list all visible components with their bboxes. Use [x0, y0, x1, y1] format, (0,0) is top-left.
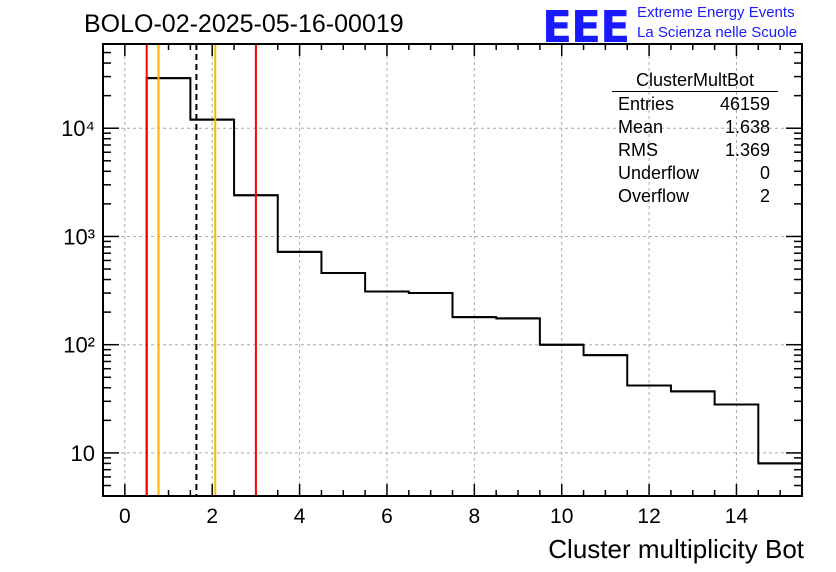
- stats-value: 2: [759, 186, 770, 206]
- stats-row-rms: RMS 1.369: [612, 139, 778, 162]
- stats-label: Mean: [618, 117, 664, 137]
- x-tick-label: 14: [725, 505, 749, 528]
- x-tick-label: 6: [381, 505, 393, 528]
- y-tick-label: 10⁴: [61, 116, 95, 141]
- eee-logo: EEE: [542, 2, 630, 53]
- run-title: BOLO-02-2025-05-16-00019: [84, 10, 404, 38]
- plot-frame: [102, 43, 803, 497]
- stats-label: Overflow: [618, 186, 690, 206]
- y-tick-label: 10: [71, 441, 95, 466]
- stats-box: ClusterMultBot Entries 46159 Mean 1.638 …: [612, 70, 778, 208]
- stats-label: RMS: [618, 140, 658, 160]
- stats-label: Entries: [618, 94, 675, 114]
- stats-row-underflow: Underflow 0: [612, 162, 778, 185]
- stats-label: Underflow: [618, 163, 700, 183]
- stats-value: 1.638: [724, 117, 770, 137]
- stats-row-entries: Entries 46159: [612, 93, 778, 116]
- y-tick-label: 10³: [63, 224, 95, 249]
- x-tick-label: 8: [469, 505, 481, 528]
- x-tick-label: 10: [550, 505, 573, 528]
- stats-value: 46159: [719, 94, 770, 114]
- x-tick-label: 12: [637, 505, 660, 528]
- x-axis-label: Cluster multiplicity Bot: [548, 534, 804, 564]
- stats-row-overflow: Overflow 2: [612, 185, 778, 208]
- stats-title: ClusterMultBot: [612, 70, 778, 92]
- stats-value: 1.369: [724, 140, 770, 160]
- x-tick-label: 2: [206, 505, 218, 528]
- stats-value: 0: [759, 163, 770, 183]
- logo-subtitle-1: Extreme Energy Events: [637, 4, 795, 21]
- x-tick-label: 0: [119, 505, 131, 528]
- stats-row-mean: Mean 1.638: [612, 116, 778, 139]
- y-tick-label: 10²: [63, 333, 95, 358]
- logo-subtitle-2: La Scienza nelle Scuole: [637, 24, 798, 41]
- x-tick-label: 4: [294, 505, 306, 528]
